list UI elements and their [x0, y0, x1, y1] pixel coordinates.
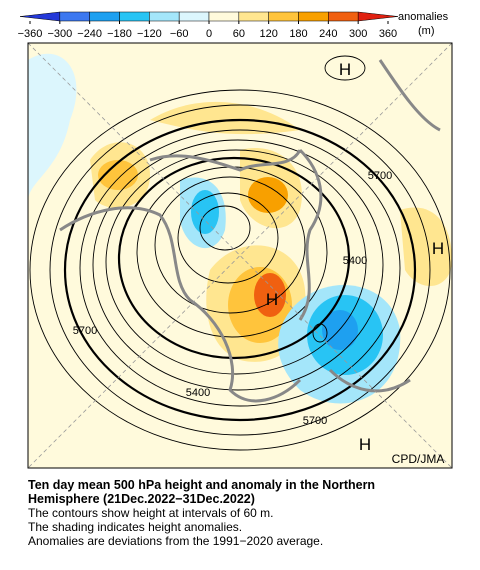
tick-label: −300: [47, 28, 72, 40]
caption: Ten day mean 500 hPa height and anomaly …: [28, 478, 448, 548]
high-marker: H: [266, 290, 278, 309]
colorbar-unit: (m): [418, 25, 435, 37]
contour-label: 5400: [343, 255, 367, 267]
tick-label: −60: [170, 28, 189, 40]
tick-label: −180: [107, 28, 132, 40]
tick-label: −120: [137, 28, 162, 40]
color-bin: [89, 11, 120, 22]
contour-label: 5700: [303, 415, 327, 427]
high-marker: H: [432, 239, 444, 258]
color-bin: [59, 11, 90, 22]
color-bin: [119, 11, 150, 22]
color-bin: [149, 11, 180, 22]
tick-label: −360: [18, 28, 43, 40]
tick-label: 60: [233, 28, 245, 40]
tick-label: 360: [379, 28, 397, 40]
color-bin: [357, 11, 399, 22]
contour-label: 5700: [73, 325, 97, 337]
high-marker: H: [359, 435, 371, 454]
tick-label: −240: [77, 28, 102, 40]
tick-label: 180: [289, 28, 307, 40]
map: [28, 43, 452, 468]
tick-label: 120: [259, 28, 277, 40]
caption-title: Ten day mean 500 hPa height and anomaly …: [28, 478, 376, 506]
contour-label: 5700: [368, 170, 392, 182]
caption-line: The shading indicates height anomalies.: [28, 520, 243, 534]
tick-label: 0: [206, 28, 212, 40]
figure: −360 −300 −240 −180 −120 −60 0 60 120 180 240 300 36…: [18, 11, 453, 469]
high-marker: H: [339, 60, 351, 79]
color-bin: [268, 11, 299, 22]
contour-label: 5400: [186, 387, 210, 399]
colorbar-label: anomalies: [398, 11, 449, 23]
caption-line: Anomalies are deviations from the 1991−2…: [28, 534, 324, 548]
caption-line: The contours show height at intervals of…: [28, 506, 274, 520]
color-bin: [178, 11, 210, 22]
color-bin: [238, 11, 269, 22]
credit: CPD/JMA: [392, 452, 445, 466]
color-bin: [208, 11, 240, 22]
tick-label: 300: [349, 28, 367, 40]
tick-label: 240: [319, 28, 337, 40]
color-bin: [19, 11, 61, 22]
color-bin: [328, 11, 359, 22]
color-bin: [298, 11, 329, 22]
color-bar: −360 −300 −240 −180 −120 −60 0 60 120 180 240 300 36…: [18, 11, 399, 40]
map-frame: [27, 42, 453, 469]
